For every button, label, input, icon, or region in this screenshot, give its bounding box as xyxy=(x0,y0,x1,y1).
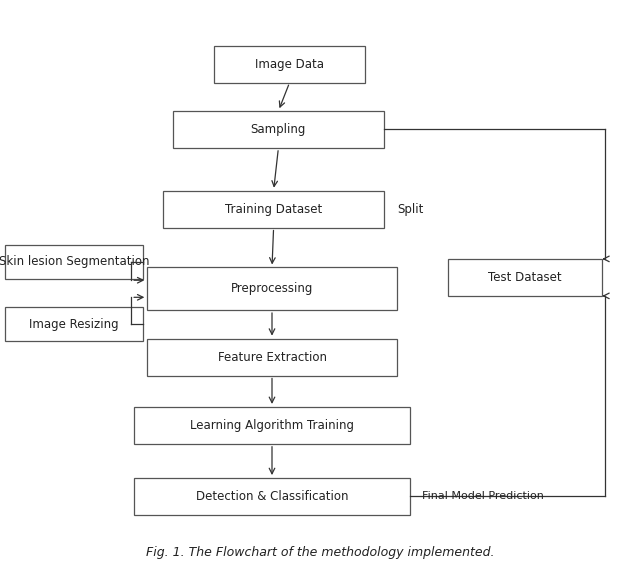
Text: Preprocessing: Preprocessing xyxy=(231,282,313,295)
FancyBboxPatch shape xyxy=(5,245,143,279)
FancyBboxPatch shape xyxy=(448,259,602,296)
Text: Feature Extraction: Feature Extraction xyxy=(218,351,326,364)
FancyBboxPatch shape xyxy=(163,191,384,228)
Text: Learning Algorithm Training: Learning Algorithm Training xyxy=(190,419,354,432)
FancyBboxPatch shape xyxy=(134,478,410,515)
Text: Test Dataset: Test Dataset xyxy=(488,271,562,284)
Text: Final Model Prediction: Final Model Prediction xyxy=(422,492,544,501)
Text: Fig. 1. The Flowchart of the methodology implemented.: Fig. 1. The Flowchart of the methodology… xyxy=(146,546,494,559)
Text: Sampling: Sampling xyxy=(251,123,306,136)
Text: Training Dataset: Training Dataset xyxy=(225,203,322,216)
Text: Image Data: Image Data xyxy=(255,57,324,71)
Text: Skin lesion Segmentation: Skin lesion Segmentation xyxy=(0,255,149,268)
FancyBboxPatch shape xyxy=(5,307,143,341)
FancyBboxPatch shape xyxy=(147,267,397,310)
Text: Detection & Classification: Detection & Classification xyxy=(196,490,348,503)
FancyBboxPatch shape xyxy=(147,339,397,376)
Text: Split: Split xyxy=(397,203,423,216)
FancyBboxPatch shape xyxy=(173,111,384,148)
FancyBboxPatch shape xyxy=(214,46,365,83)
FancyBboxPatch shape xyxy=(134,407,410,444)
Text: Image Resizing: Image Resizing xyxy=(29,318,119,331)
